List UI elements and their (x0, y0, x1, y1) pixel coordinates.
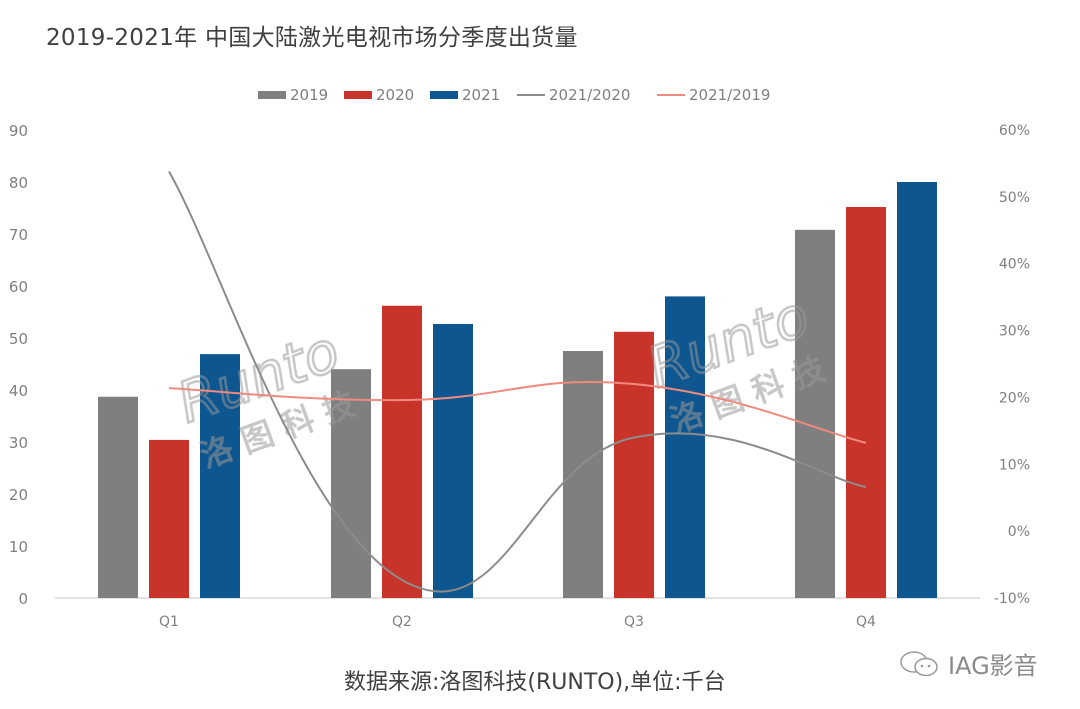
bar-2019-Q2 (331, 369, 371, 598)
legend-label: 2021/2020 (549, 86, 631, 104)
chart-legend: 2019 2020 2021 2021/2020 2021/2019 (0, 86, 1080, 110)
bar-2021-Q2 (433, 323, 473, 598)
right-axis-tick: 10% (999, 457, 1030, 473)
left-axis-tick: 10 (9, 538, 28, 556)
brand-badge: IAG影音 (898, 646, 1038, 681)
bar-2021-Q4 (897, 182, 937, 598)
right-axis-tick: 40% (999, 257, 1030, 273)
right-axis-tick: 30% (999, 324, 1030, 340)
x-axis-tick: Q1 (159, 614, 179, 630)
legend-item-2019: 2019 (258, 86, 328, 104)
right-axis-tick: 0% (1008, 524, 1030, 540)
left-axis-tick: 80 (9, 174, 28, 192)
legend-label: 2021 (462, 86, 501, 104)
bar-2020-Q3 (614, 331, 654, 598)
legend-line-2021-2019 (657, 94, 685, 96)
right-axis-tick: 60% (999, 123, 1030, 139)
x-axis-tick: Q3 (624, 614, 644, 630)
left-axis-tick: 90 (9, 122, 28, 140)
line-2021-2020 (168, 170, 867, 593)
legend-item-2020: 2020 (344, 86, 414, 104)
x-axis-tick: Q4 (856, 614, 876, 630)
bar-2019-Q4 (795, 229, 835, 598)
line-series (168, 170, 867, 593)
legend-swatch-2019 (258, 91, 286, 99)
x-axis-tick: Q2 (392, 614, 412, 630)
legend-label: 2021/2019 (689, 86, 771, 104)
left-axis-tick: 30 (9, 434, 28, 452)
right-y-axis: -10% 0% 10% 20% 30% 40% 50% 60% (994, 123, 1030, 607)
source-note: 数据来源:洛图科技(RUNTO),单位:千台 (344, 670, 726, 695)
bar-series (98, 182, 937, 598)
legend-swatch-2020 (344, 91, 372, 99)
bar-2019-Q1 (98, 396, 138, 598)
bar-2020-Q1 (149, 439, 189, 598)
legend-line-2021-2020 (517, 94, 545, 96)
brand-label: IAG影音 (948, 652, 1038, 680)
legend-label: 2020 (376, 86, 415, 104)
right-axis-tick: 20% (999, 390, 1030, 406)
left-axis-tick: 0 (18, 590, 28, 608)
legend-item-2021-2019: 2021/2019 (657, 86, 770, 104)
legend-swatch-2021 (430, 91, 458, 99)
left-axis-tick: 20 (9, 486, 28, 504)
bar-2021-Q1 (200, 354, 240, 598)
left-y-axis: 0 10 20 30 40 50 60 70 80 90 (9, 122, 28, 608)
left-axis-tick: 60 (9, 278, 28, 296)
left-axis-tick: 70 (9, 226, 28, 244)
left-axis-tick: 40 (9, 382, 28, 400)
wechat-icon (900, 650, 938, 676)
right-axis-tick: -10% (994, 591, 1030, 607)
right-axis-tick: 50% (999, 190, 1030, 206)
line-2021-2019 (168, 380, 867, 444)
bar-2019-Q3 (563, 351, 603, 598)
bar-2020-Q2 (382, 305, 422, 598)
left-axis-tick: 50 (9, 330, 28, 348)
legend-item-2021: 2021 (430, 86, 500, 104)
bar-2020-Q4 (846, 206, 886, 598)
bar-2021-Q3 (665, 296, 705, 598)
chart-title: 2019-2021年 中国大陆激光电视市场分季度出货量 (46, 25, 578, 51)
x-axis-labels: Q1 Q2 Q3 Q4 (159, 614, 876, 630)
legend-label: 2019 (290, 86, 329, 104)
legend-item-2021-2020: 2021/2020 (517, 86, 630, 104)
